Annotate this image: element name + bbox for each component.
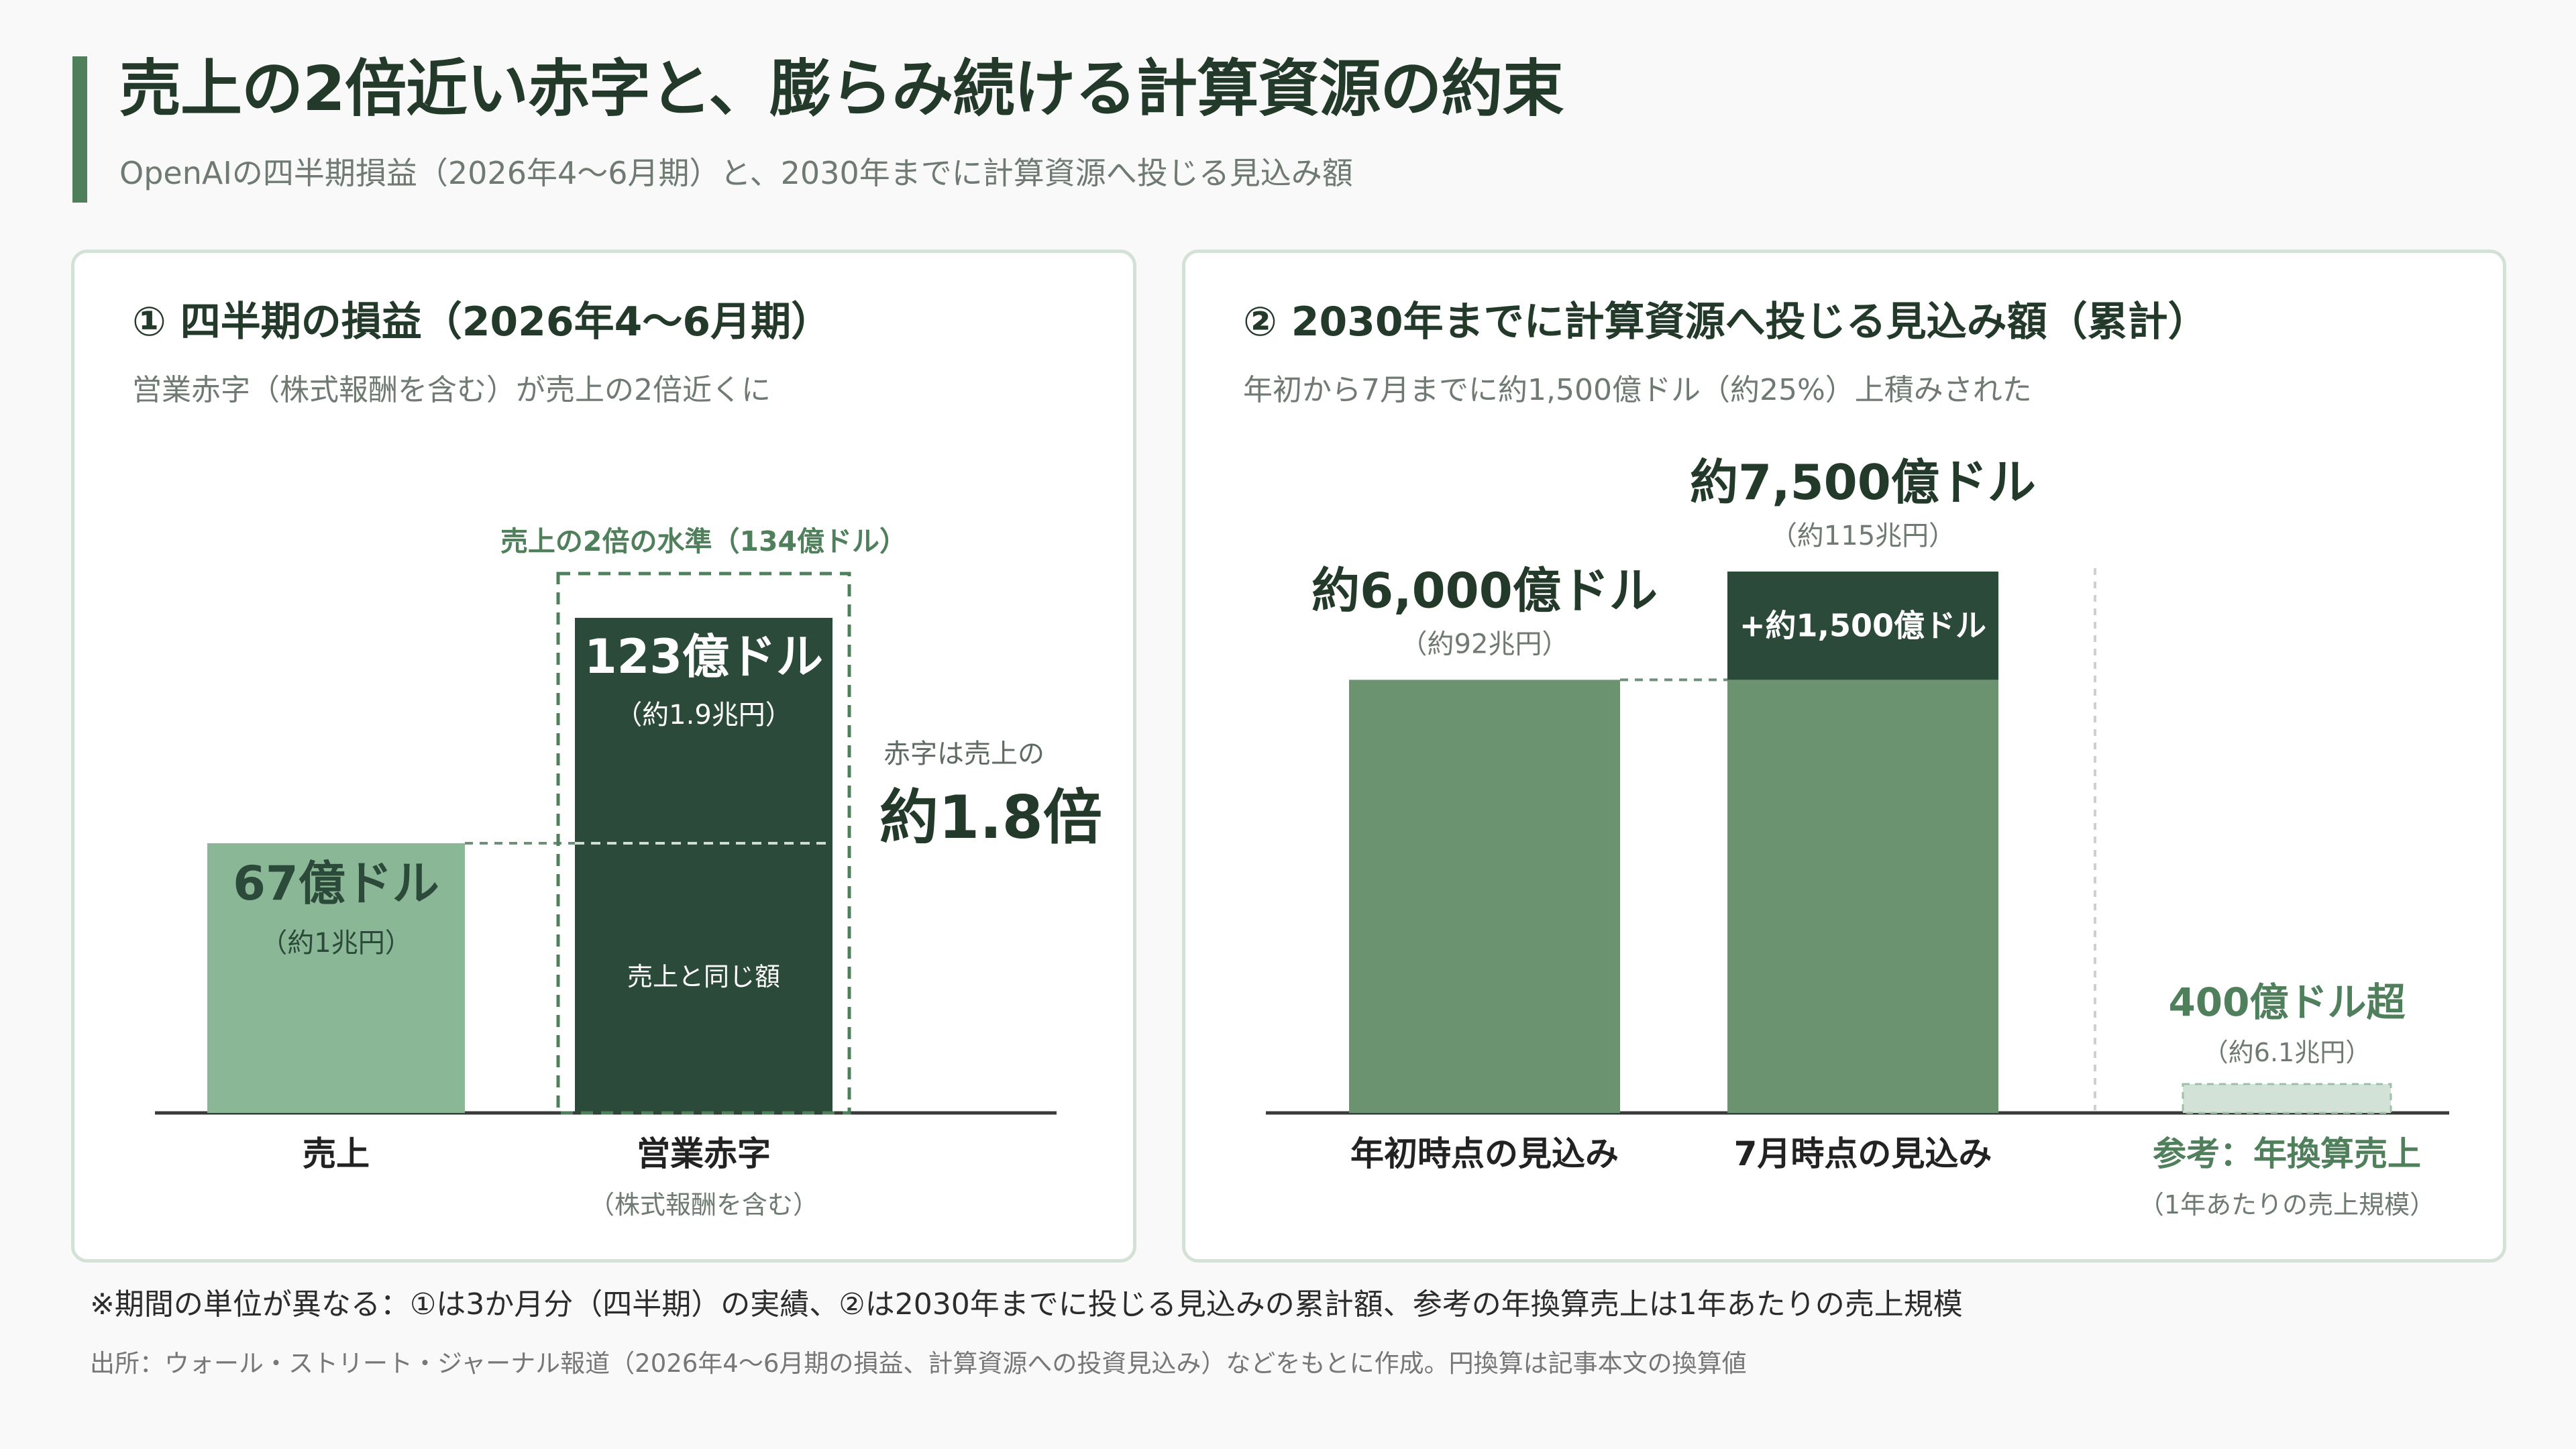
panel-subtitle-quarterly: 営業赤字（株式報酬を含む）が売上の2倍近くに (132, 373, 771, 407)
bar-start-of-year (1349, 680, 1620, 1113)
category-label-operating-loss: 営業赤字 (637, 1134, 771, 1173)
compute-commitment-chart: 約6,000億ドル （約92兆円） +約1,500億ドル 約7,500億ドル （約115… (1266, 454, 2449, 1220)
compute-commitment-panel: ② 2030年までに計算資源へ投じる見込み額（累計） 年初から7月までに約1,5… (1182, 250, 2506, 1263)
page-title: 売上の2倍近い赤字と、膨らみ続ける計算資源の約束 (119, 53, 1564, 125)
bar-sublabel-start-of-year: （約92兆円） (1401, 629, 1569, 659)
bar-label-annualized-revenue: 400億ドル超 (2168, 979, 2406, 1025)
bar-label-operating-loss: 123億ドル (584, 629, 823, 684)
bar-sublabel-operating-loss: （約1.9兆円） (615, 700, 792, 731)
bar-sublabel-annualized-revenue: （約6.1兆円） (2203, 1038, 2371, 1067)
same-as-revenue-label: 売上と同じ額 (627, 962, 780, 991)
panel-title-quarterly: ① 四半期の損益（2026年4〜6月期） (132, 299, 832, 345)
bar-label-start-of-year: 約6,000億ドル (1311, 562, 1658, 619)
double-revenue-reference-label: 売上の2倍の水準（134億ドル） (500, 525, 907, 557)
category-label-revenue: 売上 (303, 1134, 370, 1173)
double-revenue-reference-box (556, 572, 851, 1115)
quarterly-pl-panel: ① 四半期の損益（2026年4〜6月期） 営業赤字（株式報酬を含む）が売上の2倍… (71, 250, 1136, 1263)
ratio-value: 約1.8倍 (879, 783, 1102, 852)
panel-subtitle-compute: 年初から7月までに約1,500億ドル（約25%）上積みされた (1243, 373, 2032, 407)
bar-label-july: 約7,500億ドル (1690, 454, 2036, 511)
page-subtitle: OpenAIの四半期損益（2026年4〜6月期）と、2030年までに計算資源へ投… (119, 155, 1353, 191)
bar-sublabel-revenue: （約1兆円） (260, 928, 411, 959)
bar-revenue (207, 843, 465, 1113)
category-sublabel-annualized-revenue: （1年あたりの売上規模） (2139, 1190, 2435, 1220)
category-label-start-of-year: 年初時点の見込み (1350, 1134, 1619, 1173)
panel-title-compute: ② 2030年までに計算資源へ投じる見込み額（累計） (1243, 299, 2208, 345)
bar-annualized-revenue (2182, 1083, 2392, 1114)
bar-july-base (1727, 680, 1998, 1113)
bar-july-increment (1727, 572, 1998, 680)
bar-sublabel-july: （約115兆円） (1770, 521, 1955, 551)
category-label-annualized-revenue: 参考：年換算売上 (2153, 1134, 2421, 1173)
category-sublabel-operating-loss: （株式報酬を含む） (589, 1190, 818, 1220)
quarterly-pl-chart: 67億ドル （約1兆円） 123億ドル （約1.9兆円） 売上と同じ額 売上の2倍の水準（… (155, 525, 1102, 1220)
bar-label-revenue: 67億ドル (233, 856, 439, 911)
category-label-july: 7月時点の見込み (1734, 1134, 1992, 1173)
title-accent-bar (72, 56, 87, 203)
footnote: ※期間の単位が異なる：①は3か月分（四半期）の実績、②は2030年までに投じる見… (90, 1287, 1963, 1322)
ratio-prefix: 赤字は売上の (883, 739, 1044, 769)
source-note: 出所：ウォール・ストリート・ジャーナル報道（2026年4〜6月期の損益、計算資源… (90, 1349, 1747, 1378)
increment-label: +約1,500億ドル (1739, 608, 1986, 644)
bar-operating-loss (575, 618, 833, 1113)
